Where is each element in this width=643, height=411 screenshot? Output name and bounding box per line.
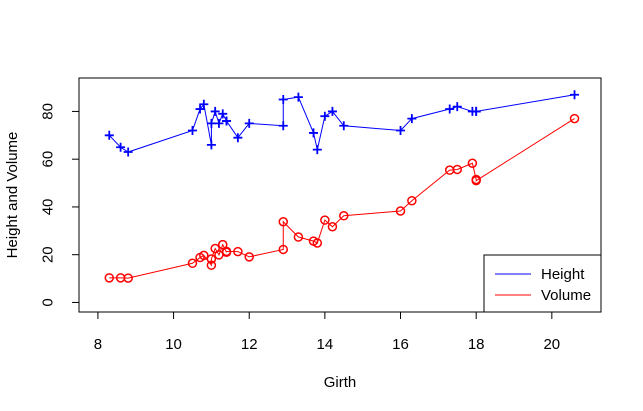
data-point-height <box>218 109 228 119</box>
data-point-volume <box>395 206 406 216</box>
data-point-height <box>233 133 243 143</box>
data-point-volume <box>312 238 323 248</box>
legend-box <box>483 254 602 313</box>
series-line-height <box>108 94 575 153</box>
data-point-height <box>123 147 133 157</box>
data-point-volume <box>327 222 338 232</box>
data-point-height <box>278 121 288 131</box>
x-axis-title: Girth <box>324 374 357 391</box>
data-point-volume <box>467 158 478 168</box>
legend: Height Volume <box>483 254 602 313</box>
data-point-height <box>195 104 205 114</box>
y-axis: 0 20 40 60 80 <box>40 103 80 307</box>
data-point-volume <box>233 246 243 257</box>
data-point-volume <box>452 164 463 175</box>
data-point-volume <box>471 175 481 186</box>
data-point-volume <box>104 273 115 283</box>
data-point-height <box>445 104 455 114</box>
data-point-height <box>293 92 303 102</box>
data-point-height <box>312 145 322 155</box>
y-tick-label: 20 <box>40 246 57 263</box>
data-point-volume <box>569 113 580 124</box>
y-tick-label: 80 <box>40 103 57 120</box>
y-axis-title: Height and Volume <box>4 132 21 259</box>
data-point-height <box>320 111 330 121</box>
data-point-height <box>339 121 349 131</box>
x-axis: 8 10 12 14 16 18 20 <box>94 311 560 353</box>
x-tick-label: 16 <box>392 336 409 353</box>
data-point-height <box>199 99 209 109</box>
data-point-height <box>396 126 406 136</box>
data-point-height <box>222 116 232 126</box>
data-point-height <box>210 106 220 116</box>
data-point-height <box>327 106 337 116</box>
y-tick-label: 60 <box>40 151 57 168</box>
data-point-volume <box>278 216 289 227</box>
x-tick-label: 18 <box>468 336 485 353</box>
data-point-height <box>452 102 462 112</box>
data-point-volume <box>407 195 417 206</box>
data-point-height <box>407 114 417 124</box>
data-point-volume <box>339 211 349 221</box>
data-point-height <box>471 106 481 116</box>
data-point-height <box>116 142 126 152</box>
x-tick-label: 12 <box>241 336 258 353</box>
x-tick-label: 10 <box>165 336 182 353</box>
y-tick-label: 0 <box>40 298 57 306</box>
series-layer <box>104 90 580 283</box>
data-point-height <box>214 118 224 128</box>
data-point-volume <box>206 254 217 264</box>
data-point-volume <box>187 258 198 269</box>
data-point-height <box>309 128 319 138</box>
data-point-height <box>278 94 288 104</box>
x-tick-label: 14 <box>317 336 334 353</box>
data-point-volume <box>206 260 217 270</box>
data-point-volume <box>278 244 289 255</box>
legend-label-height: Height <box>541 266 585 283</box>
data-point-height <box>244 118 254 128</box>
data-point-height <box>104 130 114 140</box>
x-tick-label: 8 <box>94 336 102 353</box>
data-point-height <box>206 140 216 150</box>
data-point-height <box>187 126 197 136</box>
data-point-volume <box>123 273 133 283</box>
data-point-height <box>570 90 580 100</box>
legend-label-volume: Volume <box>541 287 591 304</box>
data-point-volume <box>293 232 304 242</box>
data-point-volume <box>221 246 232 257</box>
x-tick-label: 20 <box>543 336 560 353</box>
series-line-volume <box>109 118 575 279</box>
data-point-height <box>206 118 216 128</box>
data-point-volume <box>244 252 254 262</box>
y-tick-label: 40 <box>40 199 57 216</box>
data-point-volume <box>199 250 209 261</box>
data-point-volume <box>320 215 330 225</box>
